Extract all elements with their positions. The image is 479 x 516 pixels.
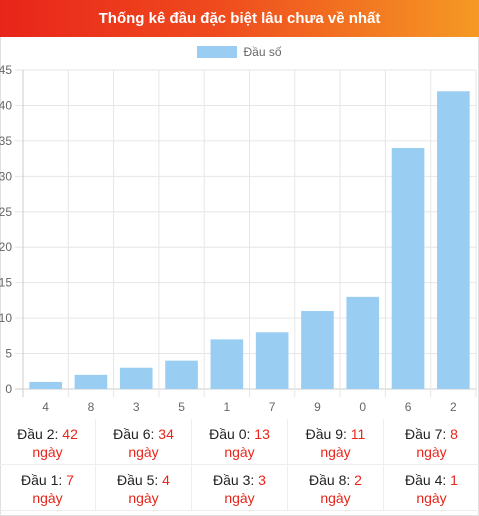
bar — [74, 374, 108, 389]
y-tick-label: 25 — [0, 205, 12, 219]
stat-label: Đầu 2: — [17, 426, 63, 442]
stat-value: 3 — [258, 472, 266, 488]
bar — [210, 339, 244, 389]
bar — [165, 360, 198, 389]
stat-cell: Đầu 6: 34 ngày — [96, 419, 192, 465]
x-tick-label: 7 — [269, 400, 276, 414]
stat-label: Đầu 9: — [305, 426, 351, 442]
y-tick-label: 0 — [5, 382, 12, 396]
stat-cell: Đầu 3: 3 ngày — [192, 465, 288, 511]
stat-unit: ngày — [320, 490, 351, 506]
stat-label: Đầu 3: — [213, 472, 259, 488]
bar — [437, 91, 470, 390]
stat-value: 11 — [350, 426, 366, 442]
stat-cell: Đầu 2: 42 ngày — [0, 419, 96, 465]
x-tick-label: 5 — [178, 400, 185, 414]
stat-value: 2 — [354, 472, 362, 488]
stat-cell: Đầu 4: 1 ngày — [384, 465, 479, 511]
y-tick-label: 35 — [0, 134, 12, 148]
stat-unit: ngày — [224, 490, 255, 506]
header-title: Thống kê đầu đặc biệt lâu chưa về nhất — [0, 0, 479, 37]
stat-unit: ngày — [416, 490, 447, 506]
stat-value: 4 — [162, 472, 170, 488]
stat-value: 34 — [158, 426, 174, 442]
stat-unit: ngày — [416, 444, 447, 460]
bar — [29, 381, 62, 389]
stat-cell: Đầu 7: 8 ngày — [384, 419, 479, 465]
x-tick-label: 2 — [450, 400, 457, 414]
stat-label: Đầu 8: — [309, 472, 355, 488]
y-tick-label: 10 — [0, 311, 12, 325]
stat-unit: ngày — [224, 444, 255, 460]
bar — [391, 147, 425, 389]
stat-cell: Đầu 9: 11 ngày — [288, 419, 384, 465]
stat-label: Đầu 4: — [405, 472, 451, 488]
chart-legend[interactable]: Đầu số — [0, 45, 479, 59]
stat-cell: Đầu 0: 13 ngày — [192, 419, 288, 465]
y-tick-label: 20 — [0, 240, 12, 254]
stat-cell: Đầu 8: 2 ngày — [288, 465, 384, 511]
legend-swatch — [197, 46, 238, 58]
x-tick-label: 8 — [88, 400, 95, 414]
x-tick-label: 1 — [224, 400, 231, 414]
bar — [119, 367, 153, 389]
stat-unit: ngày — [32, 444, 63, 460]
stat-value: 8 — [450, 426, 458, 442]
bar — [346, 296, 380, 389]
stat-unit: ngày — [128, 444, 159, 460]
x-tick-label: 4 — [42, 400, 49, 414]
y-tick-label: 30 — [0, 169, 12, 183]
y-tick-label: 45 — [0, 63, 12, 77]
stat-label: Đầu 5: — [117, 472, 163, 488]
stat-label: Đầu 0: — [209, 426, 255, 442]
stat-unit: ngày — [320, 444, 351, 460]
x-tick-label: 0 — [359, 400, 366, 414]
legend-label: Đầu số — [243, 45, 282, 59]
stat-value: 7 — [66, 472, 74, 488]
x-tick-label: 6 — [405, 400, 412, 414]
stat-unit: ngày — [128, 490, 159, 506]
stat-value: 42 — [62, 426, 78, 442]
stat-label: Đầu 1: — [21, 472, 67, 488]
y-tick-label: 5 — [5, 347, 12, 361]
stat-label: Đầu 6: — [113, 426, 159, 442]
x-tick-label: 3 — [133, 400, 140, 414]
y-tick-label: 15 — [0, 276, 12, 290]
bar — [301, 311, 334, 389]
stat-unit: ngày — [32, 490, 63, 506]
stat-label: Đầu 7: — [405, 426, 451, 442]
y-tick-label: 40 — [0, 98, 12, 112]
bar — [255, 332, 289, 389]
x-tick-label: 9 — [314, 400, 321, 414]
stat-cell: Đầu 1: 7 ngày — [0, 465, 96, 511]
stat-cell: Đầu 5: 4 ngày — [96, 465, 192, 511]
stat-value: 13 — [254, 426, 270, 442]
stat-value: 1 — [450, 472, 458, 488]
